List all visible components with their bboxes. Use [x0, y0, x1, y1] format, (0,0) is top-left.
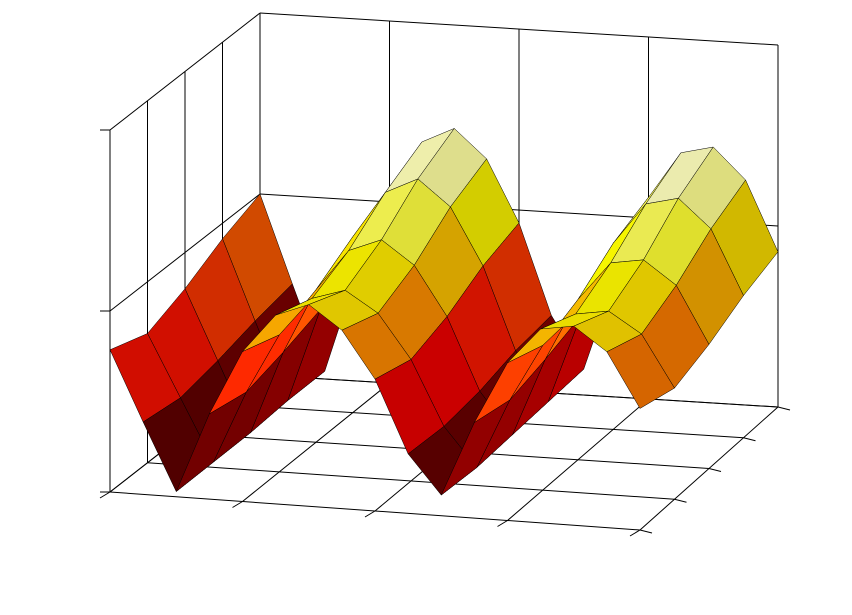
- tick-mark: [232, 501, 243, 508]
- tick-mark: [629, 529, 641, 537]
- grid-line: [109, 12, 261, 131]
- tick-mark: [99, 491, 111, 499]
- grid-line: [259, 12, 779, 46]
- grid-line: [109, 491, 641, 531]
- tick-mark: [777, 406, 791, 411]
- grid-line: [109, 193, 261, 312]
- tick-mark: [674, 498, 687, 503]
- tick-mark: [639, 529, 653, 534]
- tick-mark: [708, 468, 722, 472]
- tick-mark: [743, 437, 756, 442]
- surface-patch: [606, 333, 675, 409]
- tick-mark: [364, 510, 376, 518]
- tick-mark: [497, 520, 508, 527]
- grid-line: [147, 462, 675, 500]
